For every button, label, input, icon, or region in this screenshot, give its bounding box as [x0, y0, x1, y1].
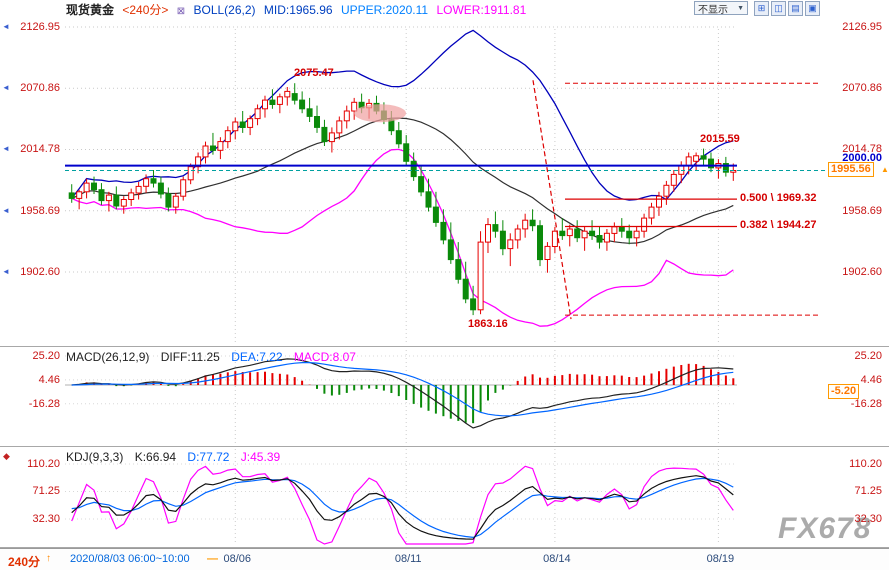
kdj-k-value: K:66.94 — [134, 450, 177, 464]
session-range-label: 2020/08/03 06:00~10:00 — [70, 553, 190, 565]
y-axis-label: 32.30 — [854, 512, 882, 525]
time-axis-bar: 240分 ↑ 2020/08/03 06:00~10:00 — 08/06 08/… — [0, 548, 889, 570]
indicator-icon: ⊠ — [176, 6, 186, 17]
y-axis-label: 110.20 — [27, 458, 60, 470]
symbol-name: 现货黄金 — [66, 3, 115, 17]
y-axis-label: 1902.60 — [842, 266, 882, 278]
macd-dea-value: DEA:7.22 — [231, 350, 283, 364]
timeframe-tag: 240分 — [8, 555, 41, 569]
kdj-d-value: D:77.72 — [187, 450, 230, 464]
indicator-marker-icon: ◆ — [3, 451, 10, 461]
kdj-title: KDJ(9,3,3) — [66, 450, 124, 464]
y-axis-label: 71.25 — [854, 485, 882, 498]
x-axis-date-label: 08/11 — [394, 553, 422, 565]
swing-high-price-label: 2015.59 — [700, 132, 740, 145]
split-vertical-button[interactable]: ◫ — [771, 1, 786, 16]
boll-lower-value: LOWER:1911.81 — [436, 3, 527, 17]
boll-title: BOLL(26,2) — [193, 3, 256, 17]
cascade-windows-button[interactable]: ▣ — [805, 1, 820, 16]
hline-price-label: 2000.00 — [842, 151, 882, 164]
dash-icon: — — [207, 553, 218, 565]
macd-current-box: -5.20 — [828, 383, 860, 399]
axis-marker-icon: ◄ — [2, 205, 10, 215]
chevron-down-icon: ▼ — [737, 4, 744, 12]
up-arrow-icon: ↑ — [46, 553, 51, 564]
x-axis-date-label: 08/14 — [543, 553, 571, 565]
y-axis-label: 1902.60 — [20, 266, 60, 278]
axis-marker-icon: ◄ — [2, 144, 10, 154]
y-axis-label: 110.20 — [849, 458, 882, 470]
current-price-marker-icon: ▲ — [881, 165, 889, 175]
y-axis-label: 25.20 — [854, 350, 882, 363]
y-axis-label: 4.46 — [38, 373, 60, 386]
display-mode-value: 不显示 — [698, 4, 728, 16]
fib-level-label: 0.382 \ 1944.27 — [740, 219, 817, 232]
boll-mid-value: MID:1965.96 — [263, 3, 333, 17]
panel-divider — [0, 346, 889, 347]
y-axis-label: 2070.86 — [842, 82, 882, 95]
boll-upper-value: UPPER:2020.11 — [340, 3, 429, 17]
axis-marker-icon: ◄ — [2, 83, 10, 93]
kdj-chart-canvas[interactable] — [0, 447, 889, 547]
x-axis-date-label: 08/06 — [223, 553, 252, 565]
split-horizontal-button[interactable]: ▤ — [788, 1, 803, 16]
main-chart-header: 现货黄金 <240分> ⊠ BOLL(26,2) MID:1965.96 UPP… — [66, 1, 531, 18]
y-axis-label: -16.28 — [28, 397, 60, 410]
macd-diff-value: DIFF:11.25 — [160, 350, 220, 364]
display-mode-dropdown[interactable]: 不显示 ▼ — [694, 1, 748, 16]
y-axis-label: 2014.78 — [842, 143, 882, 156]
macd-title: MACD(26,12,9) — [66, 350, 150, 364]
y-axis-label: 25.20 — [32, 350, 60, 363]
timeframe-label: <240分> — [122, 3, 169, 17]
y-axis-label: -16.28 — [850, 397, 882, 410]
macd-bar-value: MACD:8.07 — [293, 350, 356, 364]
y-axis-label: 2014.78 — [20, 143, 60, 156]
y-axis-label: 2126.95 — [20, 21, 60, 33]
y-axis-label: 4.46 — [860, 373, 882, 386]
y-axis-label: 2070.86 — [20, 82, 60, 95]
axis-marker-icon: ◄ — [2, 267, 10, 276]
y-axis-label: 32.30 — [32, 512, 60, 525]
axis-marker-icon: ◄ — [2, 22, 10, 31]
y-axis-label: 2126.95 — [842, 21, 882, 33]
y-axis-label: 1958.69 — [20, 204, 60, 217]
x-axis-date-label: 08/19 — [706, 553, 735, 565]
current-price-box: 1995.56 — [828, 162, 874, 178]
y-axis-label: 71.25 — [32, 485, 60, 498]
watermark-logo: FX678 — [778, 512, 872, 545]
tile-windows-button[interactable]: ⊞ — [754, 1, 769, 16]
panel-divider — [0, 446, 889, 447]
panel-divider — [0, 547, 889, 548]
kdj-j-value: J:45.39 — [240, 450, 281, 464]
peak-price-label: 2075.47 — [294, 67, 334, 80]
main-chart-canvas[interactable] — [0, 15, 889, 348]
macd-chart-canvas[interactable] — [0, 348, 889, 445]
macd-header: MACD(26,12,9) DIFF:11.25 DEA:7.22 MACD:8… — [66, 350, 364, 364]
fib-level-label: 0.500 \ 1969.32 — [740, 192, 817, 205]
swing-low-price-label: 1863.16 — [468, 318, 508, 331]
kdj-header: KDJ(9,3,3) K:66.94 D:77.72 J:45.39 — [66, 450, 288, 464]
y-axis-label: 1958.69 — [842, 204, 882, 217]
window-layout-buttons: ⊞ ◫ ▤ ▣ — [754, 1, 820, 16]
